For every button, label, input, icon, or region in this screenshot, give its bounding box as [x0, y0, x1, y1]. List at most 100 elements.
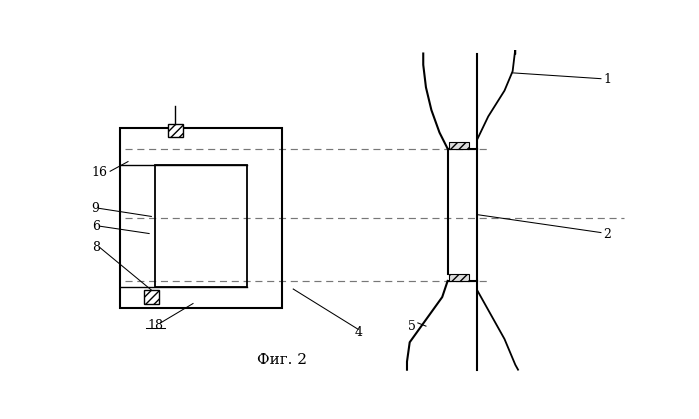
Point [208, 170, 219, 177]
Point [129, 185, 140, 191]
Point [151, 208, 162, 215]
Point [248, 272, 259, 279]
Point [269, 191, 280, 197]
Point [147, 183, 158, 190]
Point [216, 252, 227, 259]
Point [254, 178, 266, 185]
Point [200, 134, 211, 141]
Point [241, 209, 252, 216]
Point [130, 256, 141, 262]
Point [179, 224, 190, 230]
Point [127, 171, 138, 177]
Point [154, 182, 166, 189]
Point [117, 135, 128, 142]
Point [157, 170, 168, 176]
Point [259, 137, 271, 143]
Point [202, 168, 213, 174]
Point [246, 179, 257, 186]
Point [126, 290, 137, 297]
Point [134, 293, 145, 300]
Point [187, 173, 198, 179]
Point [135, 132, 146, 139]
Point [161, 198, 173, 205]
Point [239, 233, 250, 240]
Point [194, 186, 206, 193]
Point [271, 191, 282, 197]
Point [181, 258, 192, 265]
Point [217, 154, 228, 160]
Point [243, 261, 254, 268]
Point [237, 253, 248, 260]
Point [186, 169, 197, 176]
Point [226, 223, 237, 230]
Point [168, 273, 179, 280]
Point [127, 267, 138, 274]
Point [185, 192, 196, 199]
Point [140, 181, 151, 188]
Point [207, 188, 218, 194]
Point [175, 186, 186, 193]
Point [176, 197, 187, 204]
Point [229, 195, 240, 202]
Point [234, 221, 245, 228]
Point [128, 171, 139, 178]
Point [138, 296, 150, 303]
Point [219, 293, 231, 300]
Point [196, 228, 208, 235]
Point [171, 192, 182, 199]
Point [210, 193, 221, 199]
Point [129, 260, 140, 266]
Point [189, 291, 201, 297]
Point [205, 268, 216, 274]
Point [217, 223, 229, 230]
Point [226, 192, 237, 199]
Point [215, 143, 226, 150]
Point [182, 185, 194, 191]
Point [247, 297, 259, 303]
Point [202, 184, 213, 191]
Point [238, 221, 249, 228]
Point [160, 169, 171, 176]
Point [267, 271, 278, 277]
Point [122, 190, 134, 197]
Point [192, 132, 203, 138]
Point [140, 242, 152, 248]
Point [177, 249, 188, 256]
Point [156, 205, 167, 212]
Point [254, 272, 266, 279]
Point [191, 152, 202, 159]
Point [195, 200, 206, 207]
Point [162, 268, 173, 275]
Point [175, 276, 187, 282]
Point [206, 248, 217, 255]
Point [187, 199, 199, 206]
Point [182, 150, 194, 156]
Point [234, 232, 245, 238]
Point [131, 287, 142, 294]
Point [199, 190, 210, 197]
Point [217, 178, 228, 185]
Point [159, 272, 170, 279]
Point [229, 203, 240, 210]
Point [164, 178, 175, 184]
Point [148, 196, 159, 203]
Point [151, 207, 162, 213]
Point [247, 268, 258, 274]
Point [178, 266, 189, 273]
Point [157, 153, 168, 159]
Point [153, 288, 164, 295]
Point [159, 266, 171, 273]
Point [231, 214, 242, 220]
Point [184, 292, 195, 299]
Point [187, 259, 199, 266]
Point [264, 139, 275, 145]
Point [222, 258, 233, 264]
Point [183, 292, 194, 299]
Point [184, 270, 195, 277]
Point [176, 237, 187, 244]
Point [164, 181, 175, 187]
Point [180, 260, 192, 267]
Point [156, 146, 167, 153]
Point [193, 222, 204, 229]
Point [189, 194, 201, 201]
